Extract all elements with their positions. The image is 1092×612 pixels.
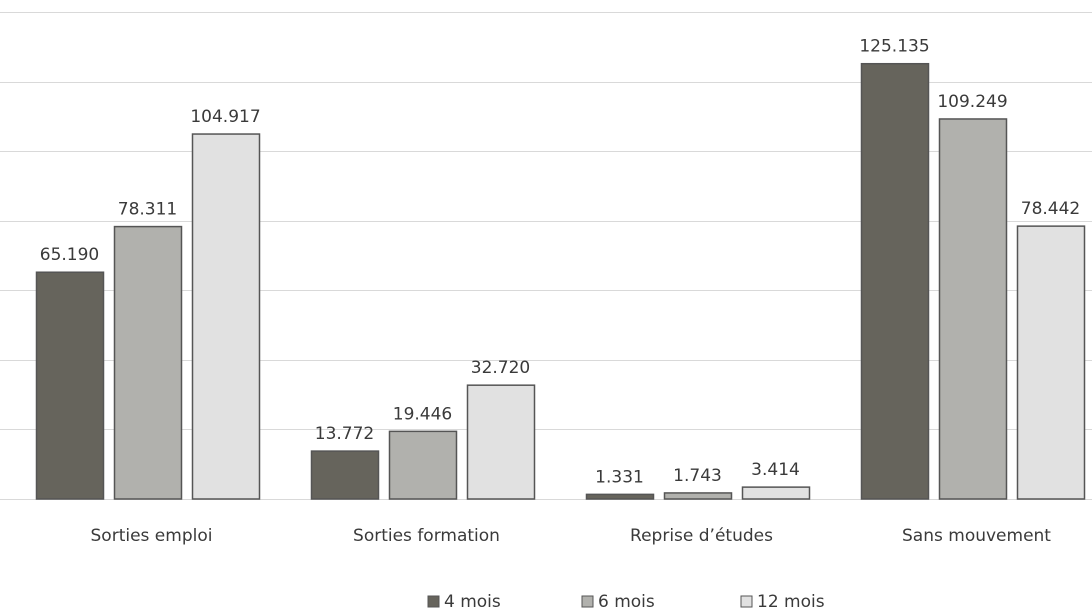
bar-3-4 bbox=[1016, 225, 1086, 500]
data-label: 109.249 bbox=[937, 92, 1007, 112]
data-label: 32.720 bbox=[471, 358, 530, 378]
bar-1-4 bbox=[860, 62, 930, 500]
data-label: 78.311 bbox=[118, 200, 177, 220]
category-label: Sorties formation bbox=[353, 526, 500, 546]
bar-3-1 bbox=[191, 133, 261, 500]
legend-label-2: 6 mois bbox=[598, 592, 655, 612]
bar-2-1 bbox=[113, 225, 183, 500]
data-label: 1.331 bbox=[595, 467, 644, 487]
bars bbox=[35, 62, 1086, 500]
data-label: 19.446 bbox=[393, 404, 452, 424]
bar-3-3 bbox=[741, 486, 811, 500]
data-label: 13.772 bbox=[315, 424, 374, 444]
data-label: 104.917 bbox=[190, 107, 260, 127]
bar-1-1 bbox=[35, 271, 105, 500]
data-label: 1.743 bbox=[673, 466, 722, 486]
data-labels: 65.190 78.311 104.917 13.772 19.446 32.720 1.3… bbox=[40, 37, 1080, 488]
legend-swatch-3 bbox=[740, 595, 753, 608]
data-label: 125.135 bbox=[859, 37, 929, 57]
bar-2-3 bbox=[663, 492, 733, 500]
bar-1-3 bbox=[585, 493, 655, 500]
bar-3-2 bbox=[466, 384, 536, 500]
bar-1-2 bbox=[310, 450, 380, 500]
legend-swatch-1 bbox=[427, 595, 440, 608]
bar-2-4 bbox=[938, 118, 1008, 500]
bar-2-2 bbox=[388, 430, 458, 500]
data-label: 78.442 bbox=[1021, 199, 1080, 219]
legend: 4 mois 6 mois 12 mois bbox=[427, 592, 825, 612]
category-label: Sorties emploi bbox=[91, 526, 213, 546]
data-label: 3.414 bbox=[751, 460, 800, 480]
category-label: Reprise d’études bbox=[630, 526, 773, 546]
data-label: 65.190 bbox=[40, 245, 99, 265]
category-label: Sans mouvement bbox=[902, 526, 1051, 546]
legend-swatch-2 bbox=[581, 595, 594, 608]
category-axis-labels: Sorties emploi Sorties formation Reprise d… bbox=[91, 526, 1052, 546]
legend-label-1: 4 mois bbox=[444, 592, 501, 612]
legend-label-3: 12 mois bbox=[757, 592, 825, 612]
